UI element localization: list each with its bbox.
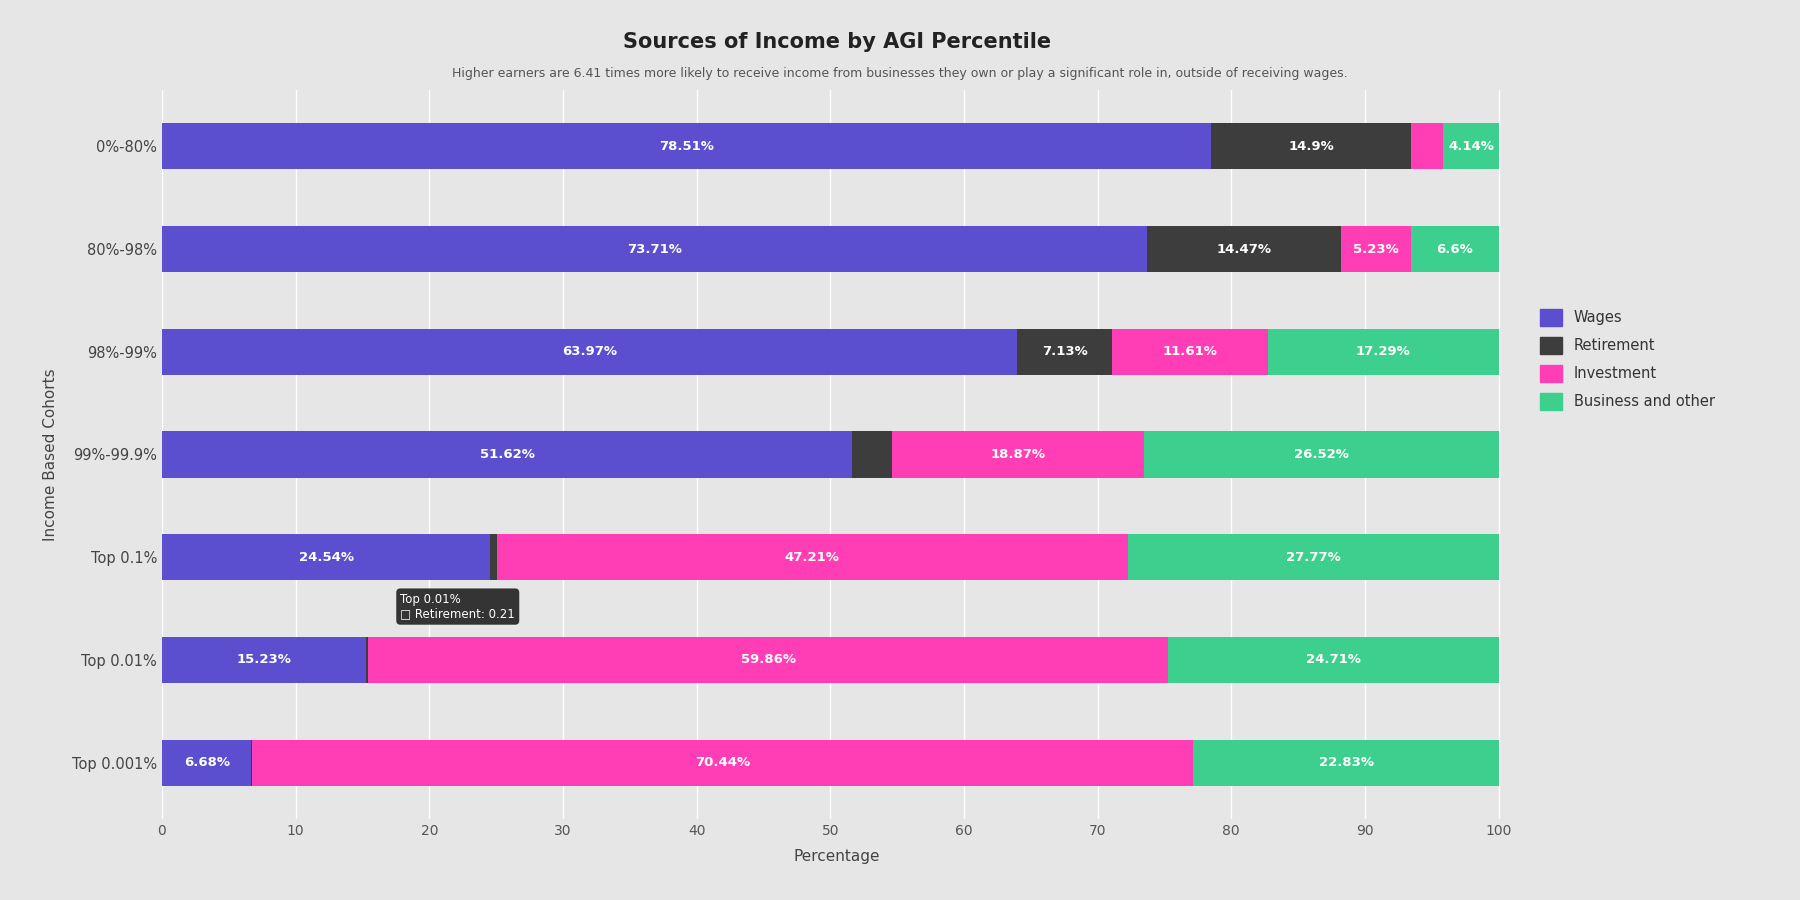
Text: 73.71%: 73.71%	[626, 242, 682, 256]
Text: Top 0.01%
□ Retirement: 0.21: Top 0.01% □ Retirement: 0.21	[400, 592, 515, 621]
Text: 7.13%: 7.13%	[1042, 346, 1087, 358]
Bar	[1267, 328, 1499, 375]
Bar	[252, 740, 1193, 786]
Text: 78.51%: 78.51%	[659, 140, 715, 153]
Bar	[162, 431, 851, 478]
Text: 70.44%: 70.44%	[695, 756, 751, 770]
Bar	[162, 637, 365, 683]
Bar	[1411, 123, 1444, 169]
Bar	[893, 431, 1145, 478]
Bar	[1193, 740, 1499, 786]
Text: Higher earners are 6.41 times more likely to receive income from businesses they: Higher earners are 6.41 times more likel…	[452, 68, 1348, 80]
Text: 15.23%: 15.23%	[236, 653, 292, 667]
Bar	[1168, 637, 1499, 683]
Bar	[1127, 534, 1499, 580]
Bar	[497, 534, 1127, 580]
Text: 22.83%: 22.83%	[1319, 756, 1373, 770]
Text: 6.68%: 6.68%	[184, 756, 230, 770]
Bar	[1147, 226, 1341, 272]
Text: 18.87%: 18.87%	[990, 448, 1046, 461]
Bar	[162, 123, 1211, 169]
Bar	[1112, 328, 1267, 375]
Text: 5.23%: 5.23%	[1354, 242, 1399, 256]
Bar	[162, 534, 490, 580]
Text: 11.61%: 11.61%	[1163, 346, 1217, 358]
Bar	[162, 226, 1147, 272]
Bar	[1411, 226, 1499, 272]
X-axis label: Percentage: Percentage	[794, 849, 880, 864]
Bar	[162, 740, 252, 786]
Bar	[1211, 123, 1411, 169]
Text: 24.71%: 24.71%	[1307, 653, 1361, 667]
Text: 59.86%: 59.86%	[742, 653, 796, 667]
Bar	[162, 328, 1017, 375]
Bar	[1017, 328, 1112, 375]
Text: 14.9%: 14.9%	[1289, 140, 1334, 153]
Text: 27.77%: 27.77%	[1285, 551, 1341, 563]
Text: 63.97%: 63.97%	[562, 346, 617, 358]
Bar	[490, 534, 497, 580]
Bar	[1341, 226, 1411, 272]
Bar	[1444, 123, 1499, 169]
Bar	[365, 637, 369, 683]
Legend: Wages, Retirement, Investment, Business and other: Wages, Retirement, Investment, Business …	[1534, 302, 1723, 418]
Text: 17.29%: 17.29%	[1355, 346, 1411, 358]
Bar	[851, 431, 893, 478]
Bar	[369, 637, 1168, 683]
Text: 4.14%: 4.14%	[1449, 140, 1494, 153]
Title: Sources of Income by AGI Percentile: Sources of Income by AGI Percentile	[623, 32, 1051, 52]
Text: 47.21%: 47.21%	[785, 551, 839, 563]
Y-axis label: Income Based Cohorts: Income Based Cohorts	[43, 368, 58, 541]
Text: 26.52%: 26.52%	[1294, 448, 1348, 461]
Text: 51.62%: 51.62%	[479, 448, 535, 461]
Bar	[1145, 431, 1499, 478]
Text: 14.47%: 14.47%	[1217, 242, 1271, 256]
Text: 24.54%: 24.54%	[299, 551, 353, 563]
Text: 6.6%: 6.6%	[1436, 242, 1472, 256]
